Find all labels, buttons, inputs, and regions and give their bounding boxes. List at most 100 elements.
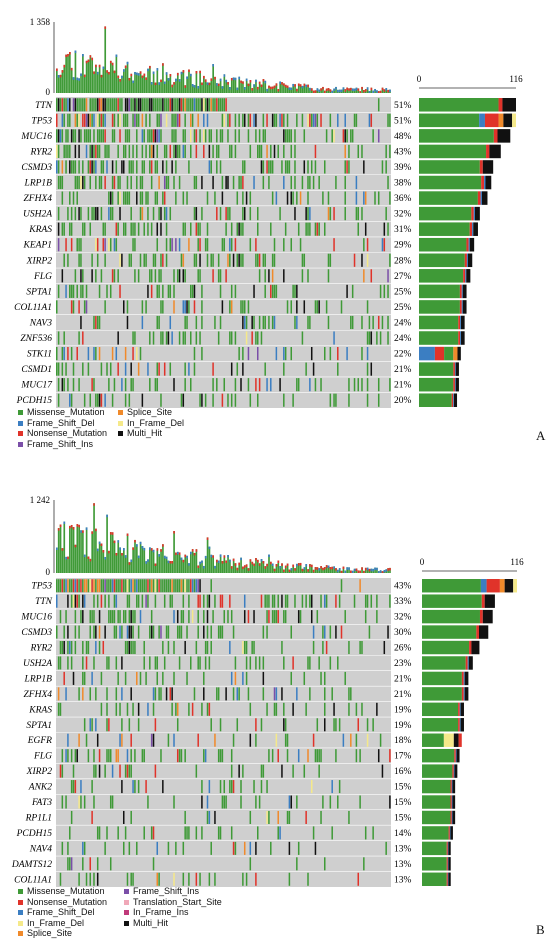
tmb-bar-top xyxy=(281,563,283,566)
mutation-cell xyxy=(178,579,181,593)
mutation-cell xyxy=(82,284,84,298)
mutation-cell xyxy=(130,749,132,763)
mutation-cell xyxy=(281,764,283,778)
mutation-cell xyxy=(113,175,116,190)
frequency-label: 20% xyxy=(394,396,412,406)
tmb-bar xyxy=(152,71,155,93)
mutation-cell xyxy=(297,841,300,855)
mutation-cell xyxy=(158,579,160,593)
mutation-cell xyxy=(255,253,257,267)
tmb-bar-top xyxy=(223,74,226,77)
mutation-cell xyxy=(136,98,138,112)
tmb-bar xyxy=(219,554,222,573)
mutation-cell xyxy=(93,113,95,127)
mutation-cell xyxy=(74,780,77,794)
mutation-cell xyxy=(329,207,332,221)
mutation-cell xyxy=(121,378,123,392)
mutation-cell xyxy=(258,144,261,158)
mutation-cell xyxy=(379,331,382,345)
mutation-cell xyxy=(188,362,190,376)
tmb-bar-top xyxy=(376,90,378,93)
mutation-cell xyxy=(208,656,211,670)
tmb-bar-top xyxy=(93,71,95,74)
mutation-cell xyxy=(63,378,65,392)
mutation-cell xyxy=(85,129,88,143)
tmb-bar-top xyxy=(320,566,322,569)
tmb-bar-top xyxy=(204,79,207,82)
mutation-cell xyxy=(126,300,129,314)
mutation-cell xyxy=(197,656,199,670)
mutation-cell xyxy=(158,98,160,112)
mutation-cell xyxy=(217,253,220,267)
tmb-bar xyxy=(370,87,373,93)
gene-label: KEAP1 xyxy=(23,241,53,251)
mutation-cell xyxy=(195,98,198,112)
tmb-bar-top xyxy=(242,81,244,84)
mutation-cell xyxy=(63,331,65,345)
mutation-cell xyxy=(59,579,62,593)
mutation-cell xyxy=(245,872,248,886)
mutation-cell xyxy=(199,238,201,252)
mutation-cell xyxy=(178,238,181,252)
tmb-bar-top xyxy=(74,544,77,548)
mutation-cell xyxy=(283,656,285,670)
mutation-cell xyxy=(167,98,170,112)
frequency-bar-segment xyxy=(468,237,470,252)
mutation-cell xyxy=(93,795,95,809)
mutation-cell xyxy=(203,671,205,685)
tmb-bar-top xyxy=(314,90,317,93)
mutation-cell xyxy=(257,207,259,221)
mutation-cell xyxy=(72,671,75,685)
mutation-cell xyxy=(193,207,196,221)
mutation-cell xyxy=(158,315,160,330)
tmb-bar xyxy=(249,559,252,573)
tmb-bar-top xyxy=(171,561,174,564)
tmb-bar-top xyxy=(324,90,326,93)
tmb-bar-top xyxy=(56,547,58,551)
mutation-cell xyxy=(301,253,304,267)
tmb-bar xyxy=(139,71,142,93)
tmb-bar xyxy=(366,87,369,93)
frequency-bar-segment xyxy=(419,113,480,128)
tmb-bar-top xyxy=(59,74,62,78)
tmb-bar-top xyxy=(348,88,350,91)
mutation-cell xyxy=(98,749,101,763)
mutation-cell xyxy=(163,144,166,158)
mutation-cell xyxy=(283,393,285,407)
mutation-cell xyxy=(124,362,127,376)
mutation-cell xyxy=(262,129,265,143)
mutation-cell xyxy=(56,594,58,608)
mutation-cell xyxy=(176,749,179,763)
mutation-cell xyxy=(283,175,285,190)
mutation-cell xyxy=(264,594,266,608)
mutation-cell xyxy=(56,129,58,143)
mutation-cell xyxy=(121,718,123,732)
mutation-cell xyxy=(102,160,105,174)
frequency-label: 14% xyxy=(394,829,412,839)
mutation-cell xyxy=(162,671,164,685)
tmb-bar xyxy=(366,567,369,573)
frequency-bar-segment xyxy=(446,857,448,871)
frequency-bar-segment xyxy=(422,857,447,871)
mutation-cell xyxy=(143,253,145,267)
mutation-cell xyxy=(383,641,386,655)
tmb-bar-top xyxy=(368,568,371,572)
mutation-cell xyxy=(65,749,67,763)
mutation-cell xyxy=(297,749,300,763)
mutation-cell xyxy=(286,129,289,143)
mutation-cell xyxy=(229,253,231,267)
mutation-cell xyxy=(85,641,88,655)
tmb-bar xyxy=(124,65,127,93)
mutation-cell xyxy=(374,191,376,205)
tmb-bar-top xyxy=(65,54,67,58)
mutation-cell xyxy=(57,222,60,236)
tmb-bar-top xyxy=(249,559,252,562)
mutation-cell xyxy=(387,175,389,190)
mutation-cell xyxy=(290,129,293,143)
mutation-cell xyxy=(387,284,389,298)
mutation-cell xyxy=(242,671,244,685)
mutation-cell xyxy=(115,687,118,701)
mutation-cell xyxy=(95,175,97,190)
mutation-cell xyxy=(314,300,317,314)
mutation-cell xyxy=(67,253,69,267)
